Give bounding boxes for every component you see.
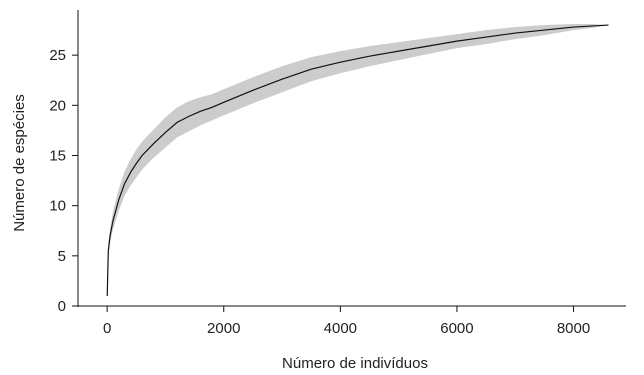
y-tick-label: 25 (49, 47, 66, 64)
x-tick-label: 4000 (324, 320, 357, 337)
y-axis-title: Número de espécies (11, 94, 28, 232)
ticks-layer: 0 2000 4000 6000 8000 0 5 10 15 20 25 (49, 47, 590, 337)
axes-layer (77, 10, 626, 307)
y-tick-label: 0 (58, 298, 66, 315)
y-tick-label: 15 (49, 147, 66, 164)
y-tick-label: 10 (49, 198, 66, 215)
x-axis-title: Número de indivíduos (282, 355, 428, 372)
y-tick-label: 20 (49, 97, 66, 114)
confidence-band (107, 24, 609, 296)
series-line-layer (106, 24, 609, 296)
x-tick-label: 2000 (207, 320, 240, 337)
y-tick-label: 5 (58, 248, 66, 265)
confidence-band-layer (107, 24, 609, 296)
x-tick-label: 6000 (440, 320, 473, 337)
x-tick-label: 0 (103, 320, 111, 337)
series-line (106, 24, 609, 296)
x-tick-label: 8000 (557, 320, 590, 337)
